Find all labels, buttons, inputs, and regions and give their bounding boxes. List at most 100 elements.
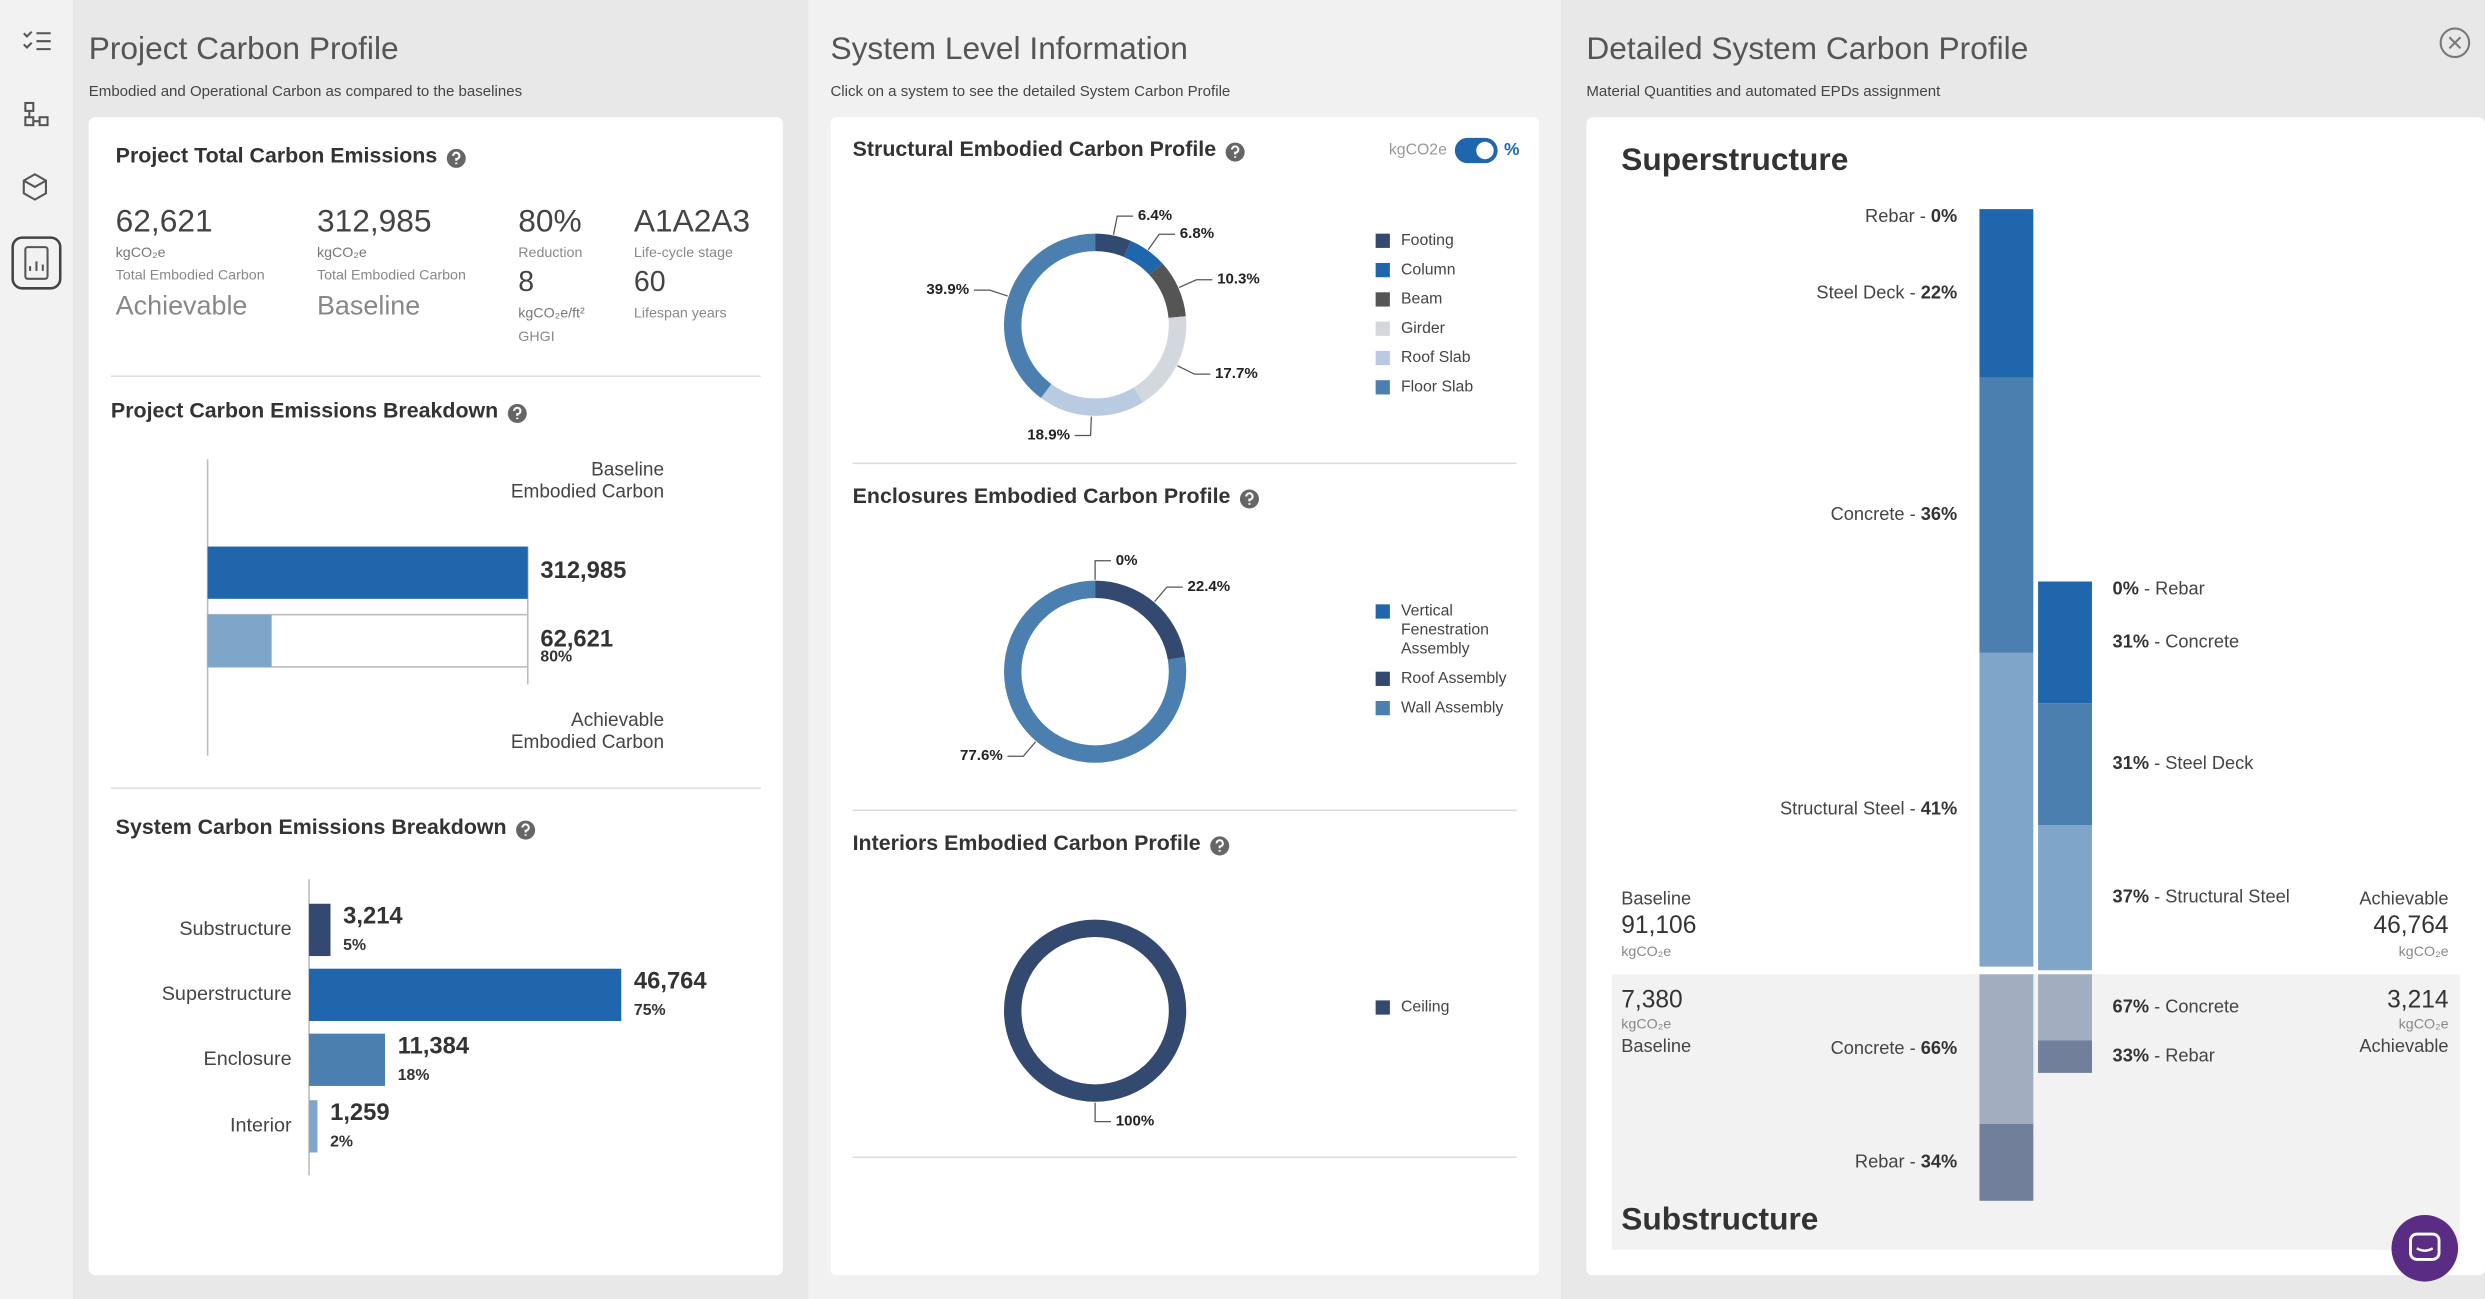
hierarchy-icon[interactable]: [24, 101, 49, 127]
label-part: -: [2139, 578, 2155, 598]
leader-line: [1178, 279, 1213, 289]
label-part: 66%: [1921, 1038, 1957, 1058]
total-value: 91,106: [1621, 912, 1696, 939]
bar-category: Interior: [230, 1115, 292, 1137]
card-title: Structural Embodied Carbon Profile: [853, 137, 1217, 161]
help-icon[interactable]: [516, 820, 536, 840]
donut-segment: [1003, 580, 1187, 763]
label-part: -: [2149, 631, 2165, 651]
help-icon[interactable]: [1225, 142, 1245, 162]
help-glyph: [1245, 492, 1254, 505]
stack-segment: [1979, 377, 2034, 653]
donut-segment: [1003, 233, 1187, 416]
label-part: Concrete: [2165, 631, 2239, 651]
donut-label: 22.4%: [1187, 578, 1230, 595]
sidebar: [0, 0, 73, 1299]
label-part: Rebar: [2165, 1045, 2215, 1065]
section-title: Superstructure: [1621, 141, 1848, 177]
donut-segment: [1003, 919, 1187, 1102]
donut-segment: [1003, 233, 1187, 416]
leader-line: [1177, 365, 1211, 375]
material-label: Structural Steel - 41%: [1780, 799, 1957, 819]
close-button[interactable]: [2439, 27, 2471, 59]
sidebar-icons: [11, 30, 62, 290]
label-part: -: [1905, 282, 1921, 302]
bar-value: 62,621: [540, 625, 613, 652]
chat-button[interactable]: [2391, 1215, 2459, 1282]
material-label: Concrete - 66%: [1831, 1038, 1958, 1058]
label-part: 36%: [1921, 504, 1957, 524]
donut-label: 6.8%: [1180, 225, 1214, 242]
help-icon[interactable]: [1210, 836, 1230, 856]
toggle[interactable]: [1454, 137, 1498, 164]
donut-label: 10.3%: [1217, 271, 1260, 288]
bar: [207, 614, 272, 667]
card-title: Project Carbon Emissions Breakdown: [111, 399, 498, 423]
bar: [309, 1100, 318, 1153]
bar-value: 11,384: [398, 1032, 470, 1059]
label-part: -: [2149, 1045, 2165, 1065]
donut-label: 17.7%: [1215, 365, 1258, 382]
bar-value: 1,259: [330, 1099, 389, 1126]
bar-category: Substructure: [179, 918, 291, 940]
box-icon[interactable]: [22, 173, 47, 201]
help-icon[interactable]: [1239, 489, 1259, 509]
label-part: Concrete: [2165, 996, 2239, 1016]
label-part: -: [2149, 753, 2165, 773]
material-label: 0% - Rebar: [2113, 578, 2205, 598]
total-label: Achievable: [2359, 889, 2448, 909]
legend-swatch: [1375, 233, 1390, 248]
divider: [110, 787, 761, 789]
label-part: 37%: [2113, 886, 2149, 906]
legend-label: Wall Assembly: [1401, 699, 1503, 716]
card-title: Interiors Embodied Carbon Profile: [853, 831, 1201, 855]
metric-value: 62,621: [116, 203, 213, 239]
metric-value: 80%: [518, 203, 581, 239]
donut-label: 18.9%: [1027, 427, 1070, 444]
stack-segment: [2038, 581, 2092, 704]
help-icon[interactable]: [446, 148, 466, 168]
legend-label: Column: [1401, 261, 1456, 278]
card-title: Enclosures Embodied Carbon Profile: [853, 484, 1231, 508]
label-part: -: [1905, 1038, 1921, 1058]
pane-title: Project Carbon Profile: [89, 30, 399, 66]
legend-label: Beam: [1401, 291, 1442, 308]
label-part: -: [1905, 1151, 1921, 1171]
leader-line: [1147, 233, 1176, 251]
leader-line: [1154, 586, 1183, 603]
pane-subtitle: Click on a system to see the detailed Sy…: [830, 83, 1230, 100]
label-part: -: [1905, 799, 1921, 819]
metric-value: A1A2A3: [634, 203, 750, 239]
help-icon[interactable]: [507, 403, 527, 423]
divider: [852, 462, 1517, 465]
legend-swatch: [1375, 321, 1390, 336]
report-icon[interactable]: [11, 236, 62, 290]
legend-swatch: [1375, 671, 1390, 686]
material-label: 33% - Rebar: [2113, 1045, 2215, 1065]
tasks-icon[interactable]: [23, 30, 51, 51]
legend-label: Floor Slab: [1401, 379, 1473, 396]
legend-swatch: [1375, 262, 1390, 278]
total-label: Achievable: [2359, 1036, 2448, 1056]
label-part: 0%: [1931, 206, 1957, 226]
metric-unit: kgCO₂e: [317, 245, 367, 261]
section-title: Substructure: [1621, 1201, 1818, 1237]
total-unit: kgCO₂e: [1621, 1017, 1671, 1033]
material-label: 37% - Structural Steel: [2113, 886, 2290, 906]
leader-line: [973, 289, 1008, 297]
bar-category: Superstructure: [162, 983, 292, 1005]
bar-category: Achievable: [571, 710, 664, 731]
stack-segment: [1979, 974, 2034, 1124]
metric-tag: Baseline: [317, 290, 420, 320]
bar: [309, 903, 331, 957]
legend-swatch: [1375, 1000, 1390, 1015]
legend-label: Roof Slab: [1401, 349, 1471, 366]
label-part: Steel Deck: [1816, 282, 1905, 302]
card-title: System Carbon Emissions Breakdown: [116, 815, 507, 839]
label-part: Structural Steel: [2165, 886, 2290, 906]
label-part: Steel Deck: [2165, 753, 2254, 773]
stack-segment: [1979, 209, 2034, 378]
donut-label: 0%: [1116, 552, 1138, 569]
card-title: Project Total Carbon Emissions: [116, 143, 438, 167]
